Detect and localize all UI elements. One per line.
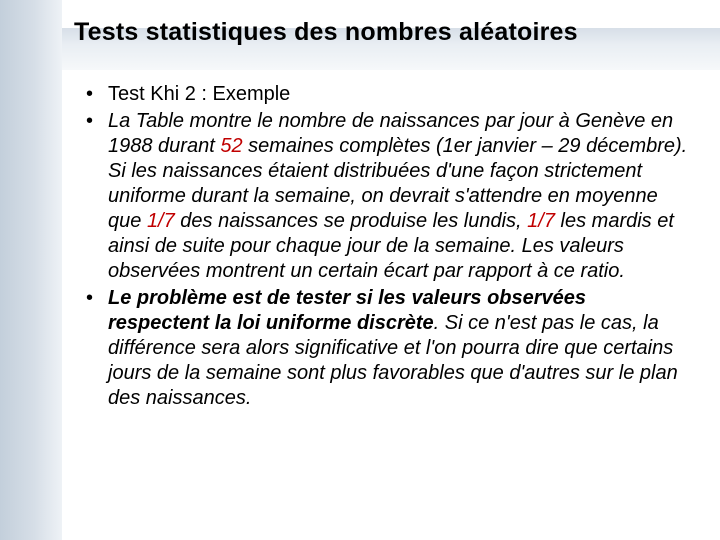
bullet-item: La Table montre le nombre de naissances … [80,109,690,284]
text-run: semaines complètes ( [243,135,443,157]
slide-content: Test Khi 2 : Exemple La Table montre le n… [80,82,690,413]
text-run: des naissances se produise les lundis, [175,210,527,232]
text-run: 1/7 [147,210,175,232]
slide-title: Tests statistiques des nombres aléatoire… [74,18,578,47]
left-sidebar [0,0,62,540]
bullet-item: Test Khi 2 : Exemple [80,82,690,107]
bullet-item: Le problème est de tester si les valeurs… [80,286,690,411]
bullet-list: Test Khi 2 : Exemple La Table montre le n… [80,82,690,411]
slide: Tests statistiques des nombres aléatoire… [0,0,720,540]
text-run: Test Khi 2 : Exemple [108,83,290,105]
text-run: 1/7 [527,210,555,232]
text-run: 52 [220,135,242,157]
